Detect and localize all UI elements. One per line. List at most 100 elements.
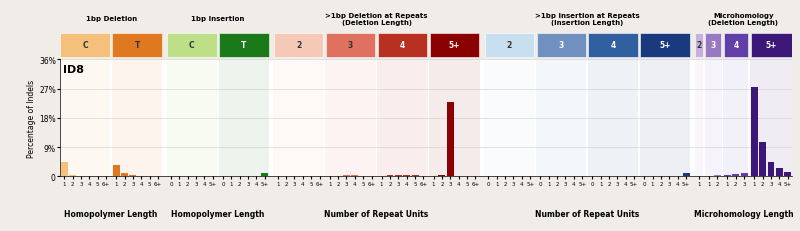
Text: Microhomology Length: Microhomology Length xyxy=(694,209,793,218)
Bar xyxy=(334,176,342,177)
Bar xyxy=(723,60,749,177)
Bar xyxy=(484,60,534,177)
Bar xyxy=(262,173,268,177)
Bar xyxy=(316,176,323,177)
Bar xyxy=(274,34,323,58)
Bar xyxy=(69,175,76,177)
Bar xyxy=(326,176,333,177)
Text: C: C xyxy=(189,41,194,50)
Bar xyxy=(113,165,119,177)
Text: T: T xyxy=(134,41,140,50)
Bar xyxy=(113,34,162,58)
Bar xyxy=(154,176,162,177)
Bar xyxy=(430,176,437,177)
Bar xyxy=(420,176,427,177)
Bar xyxy=(447,102,454,177)
Bar xyxy=(326,60,376,177)
Text: Homopolymer Length: Homopolymer Length xyxy=(65,209,158,218)
Bar xyxy=(706,34,721,58)
Bar xyxy=(695,34,702,58)
Text: ID8: ID8 xyxy=(63,65,84,75)
Bar xyxy=(130,175,136,177)
Bar xyxy=(326,34,375,58)
Bar xyxy=(282,176,290,177)
Bar xyxy=(219,34,269,58)
Bar xyxy=(682,173,690,177)
Text: 1bp Insertion: 1bp Insertion xyxy=(191,16,245,22)
Bar xyxy=(485,34,534,58)
Bar xyxy=(166,60,217,177)
Bar xyxy=(218,60,269,177)
Bar xyxy=(274,60,324,177)
Text: C: C xyxy=(82,41,88,50)
Text: 5+: 5+ xyxy=(766,41,777,50)
Text: 4: 4 xyxy=(734,41,738,50)
Text: 3: 3 xyxy=(710,41,716,50)
Bar xyxy=(378,60,428,177)
Bar xyxy=(351,175,358,177)
Bar xyxy=(61,162,68,177)
Bar xyxy=(537,34,586,58)
Bar xyxy=(403,175,410,177)
Bar xyxy=(733,174,739,177)
Bar xyxy=(412,175,418,177)
Text: 4: 4 xyxy=(400,41,405,50)
Text: Microhomology
(Deletion Length): Microhomology (Deletion Length) xyxy=(708,13,778,26)
Bar xyxy=(167,34,217,58)
Bar xyxy=(741,173,748,177)
Bar xyxy=(378,176,385,177)
Text: 1bp Deletion: 1bp Deletion xyxy=(86,16,137,22)
Bar xyxy=(724,175,731,177)
Bar xyxy=(776,169,783,177)
Bar xyxy=(308,176,314,177)
Y-axis label: Percentage of Indels: Percentage of Indels xyxy=(27,79,36,157)
Bar xyxy=(386,175,394,177)
Bar xyxy=(138,176,145,177)
Bar xyxy=(588,60,638,177)
Bar xyxy=(61,34,110,58)
Text: 2: 2 xyxy=(506,41,512,50)
Text: 3: 3 xyxy=(348,41,353,50)
Text: Number of Repeat Units: Number of Repeat Units xyxy=(325,209,429,218)
Text: Number of Repeat Units: Number of Repeat Units xyxy=(535,209,639,218)
Bar xyxy=(751,88,758,177)
Bar xyxy=(291,176,298,177)
Text: 5+: 5+ xyxy=(449,41,460,50)
Bar xyxy=(464,176,470,177)
Bar xyxy=(360,176,366,177)
Bar xyxy=(455,176,462,177)
Bar xyxy=(714,175,721,177)
Bar xyxy=(368,176,375,177)
Bar xyxy=(253,176,260,177)
Text: T: T xyxy=(241,41,246,50)
Bar xyxy=(378,34,427,58)
Bar xyxy=(705,60,722,177)
Bar xyxy=(759,143,766,177)
Text: >1bp Insertion at Repeats
(Insertion Length): >1bp Insertion at Repeats (Insertion Len… xyxy=(535,13,639,26)
Text: 3: 3 xyxy=(558,41,564,50)
Text: 5+: 5+ xyxy=(659,41,671,50)
Bar xyxy=(112,60,162,177)
Bar xyxy=(299,176,306,177)
Bar xyxy=(784,172,791,177)
Bar xyxy=(395,175,402,177)
Bar xyxy=(146,176,153,177)
Bar xyxy=(430,60,480,177)
Bar xyxy=(430,34,479,58)
Bar xyxy=(121,173,128,177)
Text: 4: 4 xyxy=(610,41,616,50)
Bar xyxy=(750,60,792,177)
Bar xyxy=(750,34,791,58)
Bar xyxy=(706,176,713,177)
Bar xyxy=(210,176,216,177)
Bar xyxy=(274,176,281,177)
Bar xyxy=(641,34,690,58)
Bar xyxy=(695,176,702,177)
Text: 2: 2 xyxy=(696,41,702,50)
Bar xyxy=(536,60,586,177)
Text: 2: 2 xyxy=(296,41,302,50)
Bar xyxy=(589,34,638,58)
Bar xyxy=(768,162,774,177)
Bar xyxy=(472,176,479,177)
Text: Homopolymer Length: Homopolymer Length xyxy=(171,209,265,218)
